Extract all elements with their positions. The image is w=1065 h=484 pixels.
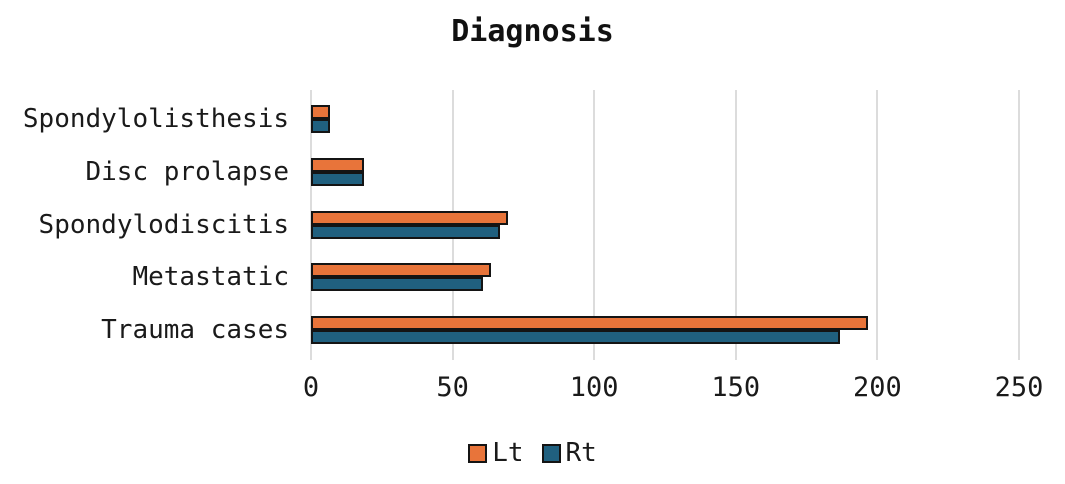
category-label-5: Trauma cases bbox=[101, 315, 289, 345]
lt-swatch-icon bbox=[468, 443, 488, 463]
legend: Lt Rt bbox=[0, 438, 1065, 468]
legend-item-lt: Lt bbox=[468, 438, 524, 468]
category-label-3: Spondylodiscitis bbox=[38, 209, 289, 240]
bar-rt-2 bbox=[311, 171, 364, 186]
bar-lt-1 bbox=[311, 105, 330, 119]
category-label-2: Disc prolapse bbox=[85, 156, 290, 187]
gridline-x-100 bbox=[593, 90, 596, 360]
bar-lt-3 bbox=[311, 210, 508, 225]
x-tick-label-150: 150 bbox=[711, 372, 761, 403]
gridline-x-150 bbox=[734, 90, 737, 360]
gridline-x-250 bbox=[1018, 90, 1020, 360]
bar-rt-5 bbox=[311, 330, 840, 344]
x-tick-label-200: 200 bbox=[853, 372, 902, 403]
legend-label-lt: Lt bbox=[492, 438, 524, 468]
bar-rt-3 bbox=[311, 224, 500, 239]
x-tick-label-100: 100 bbox=[569, 372, 619, 403]
bar-lt-5 bbox=[311, 316, 868, 330]
bar-rt-4 bbox=[311, 277, 483, 292]
gridline-x-200 bbox=[876, 90, 879, 360]
bar-rt-1 bbox=[311, 119, 330, 133]
bar-lt-2 bbox=[311, 157, 364, 172]
legend-item-rt: Rt bbox=[541, 438, 597, 468]
category-label-4: Metastatic bbox=[132, 262, 289, 293]
chart-title: Diagnosis bbox=[451, 14, 614, 49]
x-tick-label-250: 250 bbox=[994, 372, 1044, 403]
legend-label-rt: Rt bbox=[565, 438, 597, 468]
x-tick-label-0: 0 bbox=[302, 372, 320, 403]
bar-lt-4 bbox=[311, 263, 491, 278]
x-tick-label-50: 50 bbox=[436, 372, 469, 403]
category-label-1: Spondylolisthesis bbox=[22, 104, 289, 134]
rt-swatch-icon bbox=[541, 443, 561, 463]
